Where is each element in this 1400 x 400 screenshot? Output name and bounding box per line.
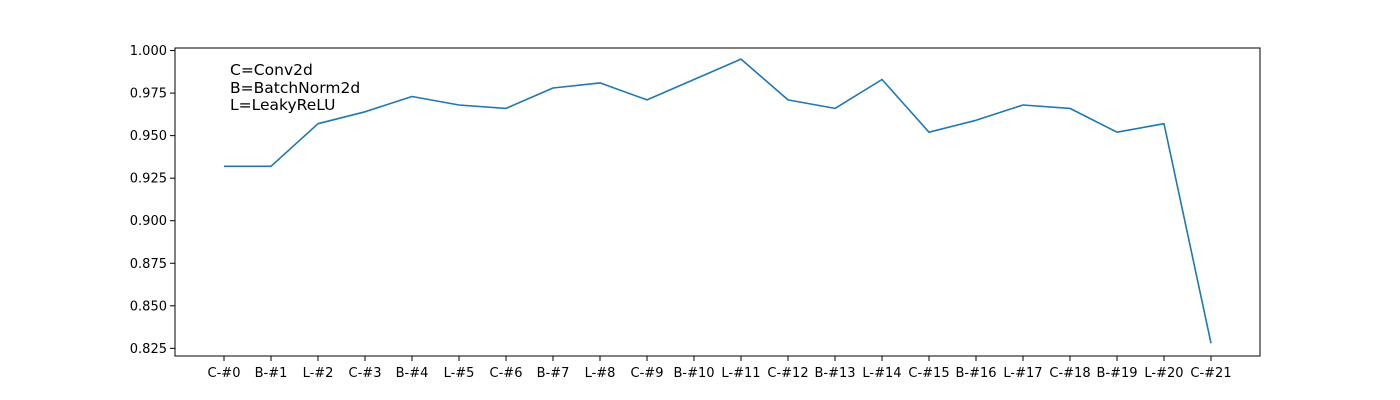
- x-tick-label: B-#10: [673, 366, 714, 381]
- x-tick-label: B-#7: [537, 366, 570, 381]
- x-tick-label: C-#3: [349, 366, 382, 381]
- y-tick-label: 1.000: [130, 44, 167, 59]
- x-tick-label: B-#4: [396, 366, 429, 381]
- y-tick-label: 0.875: [130, 257, 167, 272]
- annotation-leakyrelu: L=LeakyReLU: [230, 96, 335, 114]
- y-tick-label: 0.975: [130, 87, 167, 102]
- x-tick-label: B-#19: [1096, 366, 1137, 381]
- series-line-0: [224, 58, 1212, 344]
- x-tick-label: L-#17: [1003, 366, 1042, 381]
- x-tick-label: B-#13: [814, 366, 855, 381]
- annotation-batchnorm2d: B=BatchNorm2d: [230, 79, 360, 97]
- x-tick-label: B-#16: [955, 366, 996, 381]
- series-layer: [224, 58, 1212, 344]
- x-tick-label: C-#0: [208, 366, 241, 381]
- x-tick-label: L-#5: [444, 366, 475, 381]
- x-tick-label: B-#1: [255, 366, 288, 381]
- x-tick-label: L-#2: [303, 366, 334, 381]
- y-tick-label: 0.850: [130, 299, 167, 314]
- x-tick-label: L-#14: [862, 366, 901, 381]
- x-tick-label: C-#21: [1190, 366, 1231, 381]
- x-tick-label: C-#12: [767, 366, 808, 381]
- x-tick-label: L-#8: [585, 366, 616, 381]
- y-axis: 0.825 0.850 0.875 0.900 0.925 0.950 0.975 1.000: [130, 44, 175, 357]
- plot-area: [175, 48, 1260, 356]
- plot-frame: [174, 47, 1261, 357]
- y-tick-label: 0.925: [130, 172, 167, 187]
- x-tick-label: C-#9: [631, 366, 664, 381]
- annotation-conv2d: C=Conv2d: [230, 61, 313, 79]
- x-tick-label: L-#20: [1144, 366, 1183, 381]
- x-tick-label: C-#6: [490, 366, 523, 381]
- y-tick-label: 0.900: [130, 214, 167, 229]
- y-tick-label: 0.825: [130, 342, 167, 357]
- annotation-box: C=Conv2d B=BatchNorm2d L=LeakyReLU: [230, 61, 360, 114]
- x-axis: C-#0 B-#1 L-#2 C-#3 B-#4 L-#5 C-#6 B-#7 L-#8 C-#9…: [208, 356, 1232, 381]
- x-tick-label: L-#11: [721, 366, 760, 381]
- x-tick-label: C-#15: [908, 366, 949, 381]
- y-tick-label: 0.950: [130, 129, 167, 144]
- x-tick-label: C-#18: [1049, 366, 1090, 381]
